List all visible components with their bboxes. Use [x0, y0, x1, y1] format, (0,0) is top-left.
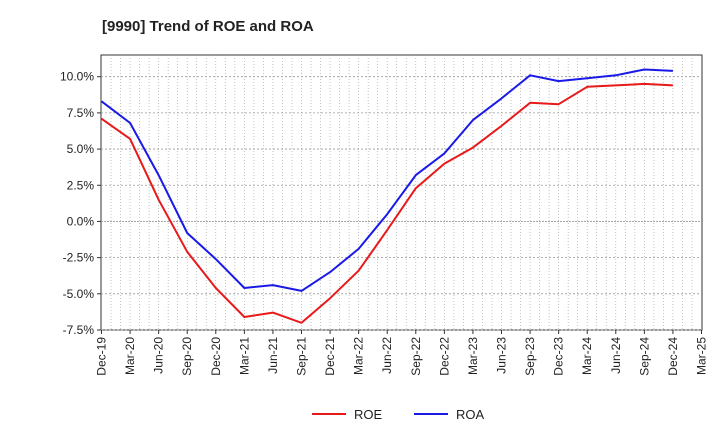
legend-label-roe: ROE: [354, 407, 383, 422]
series-line-roe: [100, 82, 673, 324]
legend-label-roa: ROA: [456, 407, 485, 422]
x-tick-label: Jun-21: [266, 337, 280, 374]
x-tick-label: Mar-22: [352, 337, 366, 375]
y-axis: 10.0% 7.5% 5.0% 2.5% 0.0% -2.5% -5.0% -7.5%: [60, 70, 101, 337]
y-tick-label: 10.0%: [60, 70, 94, 84]
x-tick-label: Jun-20: [152, 337, 166, 374]
chart-title: [9990] Trend of ROE and ROA: [102, 18, 314, 35]
x-tick-label: Dec-21: [323, 337, 337, 376]
x-tick-label: Mar-24: [580, 337, 594, 375]
x-tick-label: Dec-22: [437, 337, 451, 376]
x-axis: Dec-19 Mar-20 Jun-20 Sep-20 Dec-20 Mar-21 Jun-…: [95, 330, 709, 376]
grid: [101, 55, 702, 331]
y-tick-label: -5.0%: [63, 287, 95, 301]
x-tick-label: Mar-21: [237, 337, 251, 375]
x-tick-label: Mar-23: [466, 337, 480, 375]
plot-area: [100, 54, 703, 331]
x-tick-label: Sep-23: [523, 337, 537, 376]
x-tick-label: Dec-19: [95, 337, 109, 376]
series-line-roa: [100, 68, 673, 292]
x-tick-label: Sep-21: [295, 337, 309, 376]
x-tick-label: Jun-22: [380, 337, 394, 374]
x-tick-label: Mar-25: [695, 337, 709, 375]
y-tick-label: -2.5%: [63, 251, 95, 265]
x-tick-label: Dec-23: [552, 337, 566, 376]
legend: ROE ROA: [312, 407, 485, 422]
series-lines: [100, 68, 673, 324]
y-tick-label: -7.5%: [63, 323, 95, 337]
x-tick-label: Dec-24: [666, 337, 680, 376]
x-tick-label: Sep-20: [180, 337, 194, 376]
x-tick-label: Dec-20: [209, 337, 223, 376]
x-tick-label: Mar-20: [123, 337, 137, 375]
y-tick-label: 7.5%: [67, 106, 95, 120]
x-tick-label: Sep-22: [409, 337, 423, 376]
y-tick-label: 0.0%: [67, 214, 95, 228]
x-tick-label: Jun-23: [495, 337, 509, 374]
y-tick-label: 5.0%: [67, 142, 95, 156]
y-tick-label: 2.5%: [67, 178, 95, 192]
x-tick-label: Sep-24: [637, 337, 651, 376]
x-tick-label: Jun-24: [609, 337, 623, 374]
